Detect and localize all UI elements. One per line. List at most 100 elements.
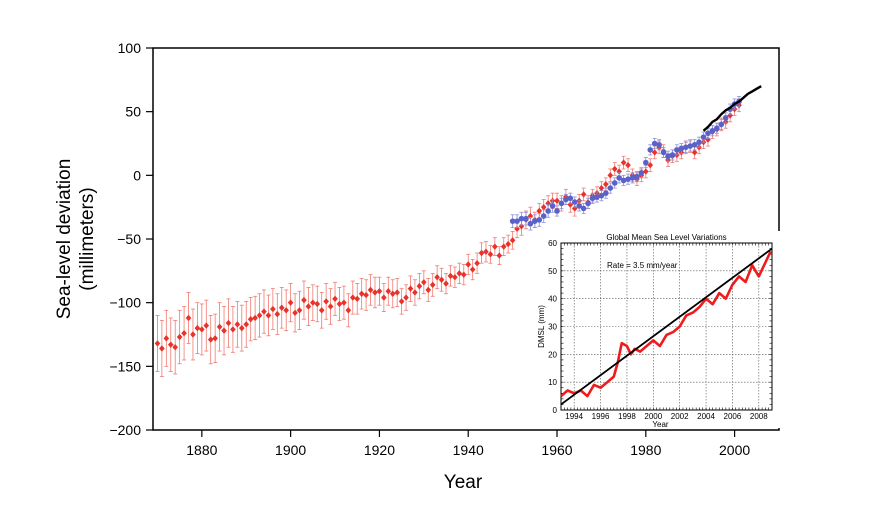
tide-gauge-point xyxy=(230,326,236,333)
reconstruction-point xyxy=(656,141,662,148)
tide-gauge-point xyxy=(163,335,170,342)
tide-gauge-point xyxy=(287,299,294,306)
y-tick-label: −50 xyxy=(117,231,141,247)
reconstruction-point xyxy=(616,175,622,181)
tide-gauge-point xyxy=(372,289,378,296)
x-tick-label: 1880 xyxy=(186,442,217,458)
tide-gauge-point xyxy=(216,323,223,331)
tide-gauge-point xyxy=(487,251,494,258)
tide-gauge-point xyxy=(167,341,174,348)
tide-gauge-point xyxy=(625,161,631,169)
tide-gauge-point xyxy=(336,300,343,308)
y-tick-label: −100 xyxy=(109,295,141,311)
tide-gauge-point xyxy=(376,288,383,295)
reconstruction-point xyxy=(509,218,516,224)
reconstruction-point xyxy=(647,147,654,153)
tide-gauge-point xyxy=(363,291,369,299)
reconstruction-point xyxy=(523,215,529,222)
reconstruction-point xyxy=(527,220,534,227)
x-tick-label: 1940 xyxy=(453,442,484,458)
tide-gauge-point xyxy=(199,326,205,333)
y-tick-label: 50 xyxy=(125,104,141,120)
inset-chart: 0 10 20 30 40 50 60 1994 1996 1998 2000 2002 2004 200… xyxy=(536,231,780,429)
x-tick-label: 1980 xyxy=(630,442,661,458)
tide-gauge-point xyxy=(509,237,516,244)
reconstruction-point xyxy=(532,218,538,224)
tide-gauge-point xyxy=(540,203,547,211)
tide-gauge-point xyxy=(261,308,267,315)
tide-gauge-point xyxy=(580,191,587,198)
tide-gauge-point xyxy=(349,294,356,301)
reconstruction-point xyxy=(620,177,627,184)
tide-gauge-point xyxy=(425,286,432,294)
reconstruction-point xyxy=(603,190,609,196)
series-reconstruction xyxy=(509,95,742,231)
reconstruction-point xyxy=(718,121,725,128)
tide-gauge-point xyxy=(438,276,445,283)
x-tick-label: 1960 xyxy=(541,442,572,458)
tide-gauge-point xyxy=(212,335,218,342)
y-tick-label: 100 xyxy=(118,40,142,56)
tide-gauge-point xyxy=(389,290,396,297)
tide-gauge-point xyxy=(545,200,551,207)
inset-x-tick-label: 2008 xyxy=(750,412,768,421)
tide-gauge-point xyxy=(225,319,232,327)
tide-gauge-point xyxy=(256,312,263,319)
inset-y-tick-label: 40 xyxy=(548,295,557,304)
tide-gauge-point xyxy=(221,327,227,334)
reconstruction-point xyxy=(714,125,720,132)
x-axis-title: Year xyxy=(444,472,483,493)
inset-y-tick-label: 0 xyxy=(553,406,558,415)
reconstruction-point xyxy=(554,208,560,214)
reconstruction-point xyxy=(634,173,640,180)
tide-gauge-point xyxy=(500,243,507,250)
tide-gauge-point xyxy=(203,322,210,329)
tide-gauge-point xyxy=(358,290,365,297)
tide-gauge-point xyxy=(403,294,409,301)
reconstruction-point xyxy=(709,127,716,134)
reconstruction-point xyxy=(518,215,525,222)
reconstruction-point xyxy=(567,195,574,202)
tide-gauge-point xyxy=(620,159,627,166)
inset-y-tick-label: 50 xyxy=(548,267,557,276)
altimetry-line xyxy=(702,85,762,132)
inset-x-tick-label: 2004 xyxy=(697,412,715,421)
tide-gauge-point xyxy=(554,197,560,204)
reconstruction-point xyxy=(571,199,578,205)
tide-gauge-point xyxy=(323,298,329,305)
inset-trend-line xyxy=(560,247,773,406)
reconstruction-point xyxy=(540,213,547,219)
inset-y-tick-label: 10 xyxy=(548,378,557,387)
y-tick-label: 0 xyxy=(133,167,141,183)
reconstruction-point xyxy=(563,196,569,203)
reconstruction-point xyxy=(678,145,685,152)
inset-sea-level-line xyxy=(560,250,772,398)
reconstruction-point xyxy=(669,152,676,158)
inset-x-tick-label: 1996 xyxy=(592,412,610,421)
reconstruction-point xyxy=(589,195,596,202)
reconstruction-point xyxy=(660,149,667,156)
tide-gauge-point xyxy=(643,168,649,175)
tide-gauge-point xyxy=(518,223,525,230)
x-tick-label: 1920 xyxy=(364,442,395,458)
tide-gauge-point xyxy=(172,344,178,351)
tide-gauge-point xyxy=(407,285,414,292)
reconstruction-point xyxy=(625,176,631,182)
tide-gauge-point xyxy=(460,271,467,278)
tide-gauge-point xyxy=(505,240,511,248)
tide-gauge-point xyxy=(341,299,347,306)
reconstruction-point xyxy=(722,115,729,121)
reconstruction-point xyxy=(607,185,614,191)
reconstruction-point xyxy=(696,139,702,146)
inset-x-tick-label: 1994 xyxy=(565,412,583,421)
inset-x-tick-label: 2006 xyxy=(724,412,742,421)
tide-gauge-point xyxy=(252,314,258,322)
tide-gauge-point xyxy=(194,324,201,332)
x-tick-label: 2000 xyxy=(719,442,750,458)
tide-gauge-point xyxy=(207,336,214,343)
tide-gauge-point xyxy=(412,289,418,296)
tide-gauge-point xyxy=(190,331,196,338)
tide-gauge-point xyxy=(429,281,436,289)
tide-gauge-point xyxy=(536,207,543,215)
